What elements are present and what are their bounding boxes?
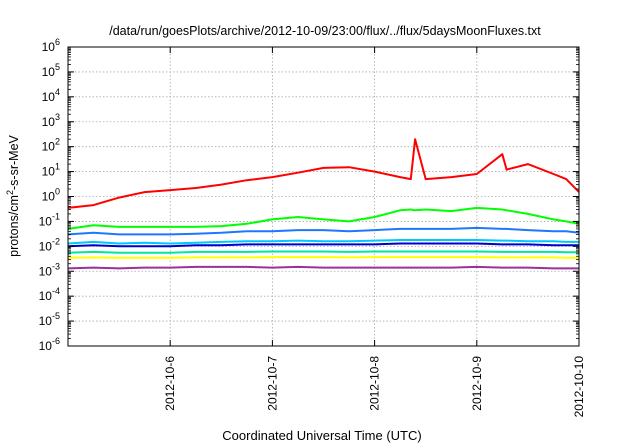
x-axis-ticks: 2012-10-6 2012-10-7 2012-10-8 2012-10-9 2012… [163,47,586,417]
series-line-8 [67,265,579,270]
x-tick-label: 2012-10-7 [265,356,279,411]
y-tick-label: 10-6 [39,336,60,353]
series-line-5 [67,242,579,248]
y-axis-label-post: -s-sr-MeV [7,134,21,190]
y-tick-exponent: 3 [55,112,60,122]
grid [68,47,579,346]
x-tick-label: 2012-10-9 [470,356,484,411]
y-axis-label-sup: 2 [5,190,15,195]
y-tick-exponent: 5 [55,62,60,72]
series-line-4 [67,239,579,245]
series-line-2 [67,206,580,230]
series-line-1 [67,138,580,209]
y-tick-exponent: 2 [55,137,60,147]
y-tick-label: 10-3 [39,261,60,278]
y-tick-exponent: 0 [55,187,60,197]
y-tick-label: 10-5 [39,311,60,328]
y-tick-label: 10-1 [39,211,60,228]
y-tick-exponent: -6 [52,336,60,346]
y-tick-exponent: -1 [52,211,60,221]
y-tick-label: 101 [42,162,60,179]
y-tick-exponent: -5 [52,311,60,321]
y-axis-ticks: 10-610-510-410-310-210-11001011021031041… [39,37,579,353]
y-tick-exponent: -2 [52,236,60,246]
y-tick-label: 102 [42,137,60,154]
y-tick-exponent: 1 [55,162,60,172]
series-line-6 [67,250,579,254]
y-tick-label: 104 [42,87,60,104]
y-tick-exponent: 6 [55,37,60,47]
y-tick-label: 10-4 [39,286,60,303]
y-axis-label-pre: protons/cm [7,195,21,257]
x-tick-label: 2012-10-8 [368,356,382,411]
series-line-3 [67,226,580,236]
y-tick-label: 103 [42,112,60,129]
y-tick-exponent: 4 [55,87,60,97]
chart-title: /data/run/goesPlots/archive/2012-10-09/2… [109,24,541,38]
y-tick-label: 106 [42,37,60,54]
y-axis-label: protons/cm2-s-sr-MeV [5,134,21,256]
y-tick-label: 105 [42,62,60,79]
series-group [67,138,580,270]
y-tick-label: 100 [42,187,60,204]
series-line-7 [67,256,579,259]
x-tick-label: 2012-10-10 [572,356,586,418]
y-tick-exponent: -4 [52,286,60,296]
y-tick-label: 10-2 [39,236,60,253]
y-tick-exponent: -3 [52,261,60,271]
x-axis-label: Coordinated Universal Time (UTC) [222,428,421,443]
x-tick-label: 2012-10-6 [163,356,177,411]
